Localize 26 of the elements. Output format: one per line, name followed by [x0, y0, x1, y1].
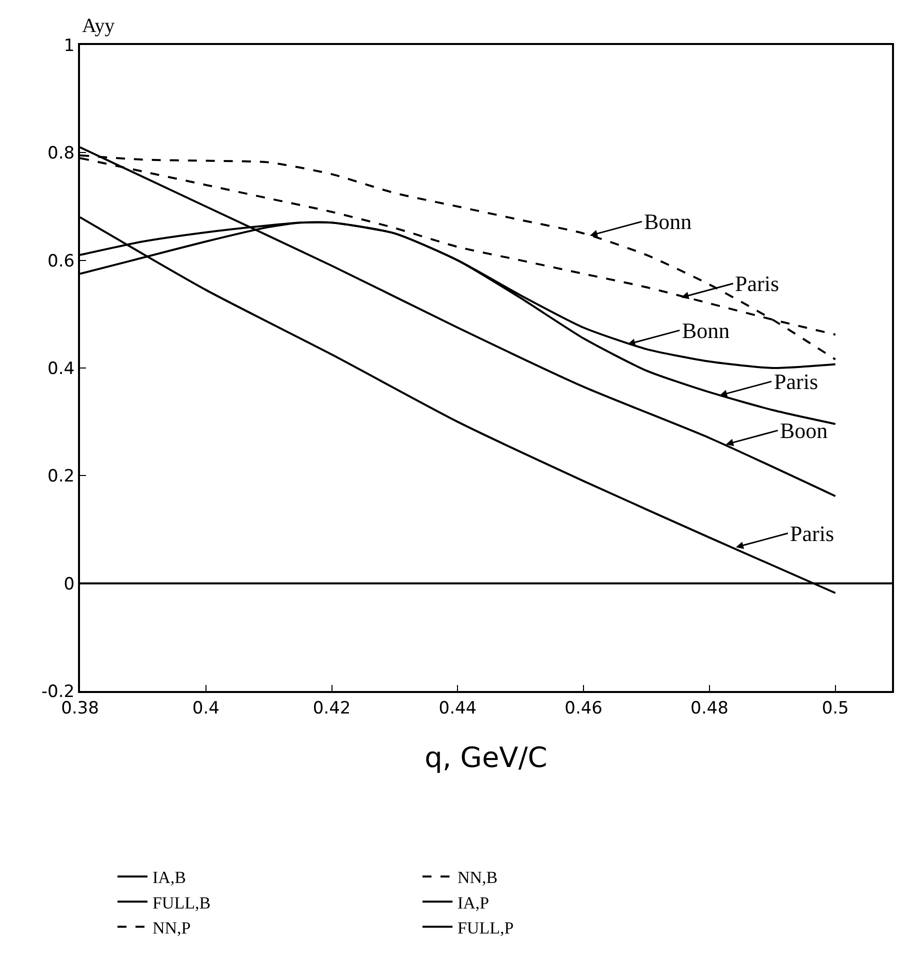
- x-axis-title: q, GeV/C: [424, 741, 548, 774]
- legend-label: IA,P: [457, 893, 490, 912]
- legend-label: NN,P: [152, 918, 191, 938]
- annotation: Paris: [790, 521, 834, 546]
- y-tick-label: 0.8: [48, 144, 75, 164]
- annotation: Boon: [780, 418, 828, 443]
- legend-label: IA,B: [152, 868, 186, 888]
- legend-label: FULL,B: [152, 893, 211, 912]
- y-axis-title: Ayy: [82, 15, 115, 37]
- legend-label: NN,B: [457, 868, 498, 888]
- x-tick-label: 0.5: [822, 698, 849, 718]
- annotation: Bonn: [682, 318, 730, 343]
- y-tick-label: 0: [64, 574, 75, 594]
- y-tick-label: 0.6: [48, 251, 75, 272]
- x-tick-label: 0.4: [192, 698, 220, 718]
- y-tick-label: 0.4: [48, 358, 75, 379]
- annotation: Paris: [774, 369, 818, 394]
- annotation: Bonn: [644, 209, 692, 234]
- y-tick-label: 0.2: [48, 466, 75, 487]
- x-tick-label: 0.44: [438, 698, 477, 718]
- annotation: Paris: [735, 271, 779, 296]
- x-tick-label: 0.42: [312, 698, 351, 718]
- y-tick-label: 1: [64, 36, 75, 56]
- x-tick-label: 0.46: [564, 698, 602, 718]
- legend-label: FULL,P: [457, 918, 514, 938]
- x-tick-label: 0.48: [690, 698, 728, 718]
